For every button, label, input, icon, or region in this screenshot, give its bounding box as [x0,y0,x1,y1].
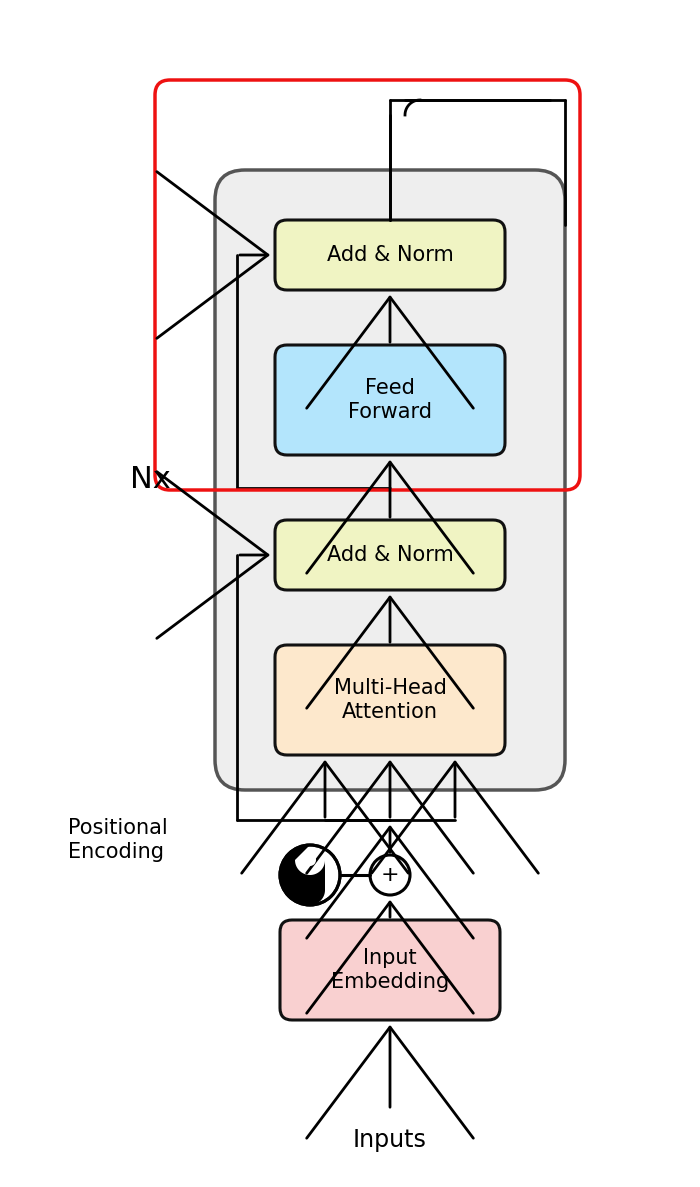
Circle shape [280,845,340,904]
FancyBboxPatch shape [275,645,505,755]
FancyBboxPatch shape [280,920,500,1020]
Text: Nx: Nx [130,465,171,495]
Circle shape [370,855,410,895]
FancyBboxPatch shape [275,520,505,590]
Text: Inputs: Inputs [353,1128,427,1153]
Circle shape [304,853,316,867]
FancyBboxPatch shape [215,170,565,791]
Polygon shape [280,845,325,904]
Text: Positional
Encoding: Positional Encoding [68,818,168,862]
Text: +: + [381,865,399,886]
Text: Input
Embedding: Input Embedding [331,948,449,991]
FancyBboxPatch shape [275,345,505,455]
Text: Add & Norm: Add & Norm [327,245,454,265]
Circle shape [304,884,316,896]
Text: Feed
Forward: Feed Forward [348,379,432,421]
Text: Add & Norm: Add & Norm [327,545,454,565]
FancyBboxPatch shape [275,220,505,290]
Text: Multi-Head
Attention: Multi-Head Attention [334,679,447,722]
